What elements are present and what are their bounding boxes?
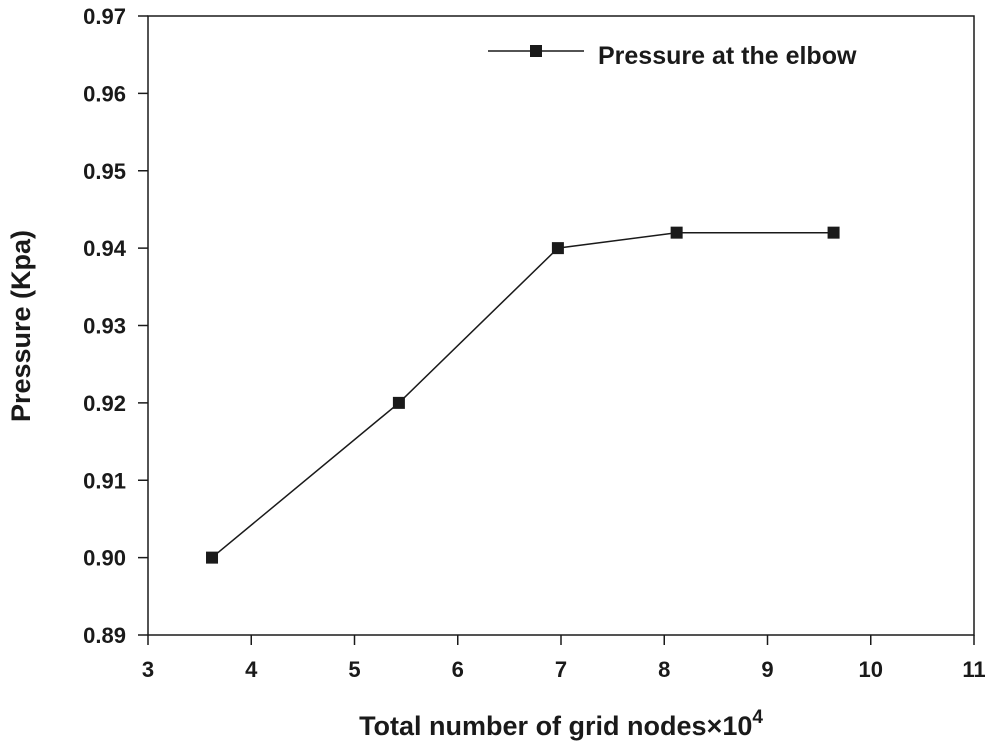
x-tick-label: 3 bbox=[142, 657, 154, 682]
x-axis-title: Total number of grid nodes×104 bbox=[359, 707, 763, 741]
x-axis-ticks: 3 4 5 6 7 8 9 10 11 bbox=[142, 635, 986, 682]
x-tick-label: 8 bbox=[658, 657, 670, 682]
x-tick-label: 7 bbox=[555, 657, 567, 682]
y-axis-title: Pressure (Kpa) bbox=[6, 230, 36, 422]
x-tick-label: 11 bbox=[962, 657, 985, 682]
y-tick-label: 0.92 bbox=[83, 391, 126, 416]
y-tick-label: 0.89 bbox=[83, 623, 126, 648]
y-axis-ticks: 0.89 0.90 0.91 0.92 0.93 0.94 0.95 0.96 0.97 bbox=[83, 4, 148, 648]
series-line bbox=[211, 231, 834, 559]
series-layer bbox=[206, 226, 840, 564]
x-tick-label: 6 bbox=[452, 657, 464, 682]
y-tick-label: 0.94 bbox=[83, 236, 127, 261]
legend: Pressure at the elbow bbox=[488, 42, 857, 70]
y-tick-label: 0.97 bbox=[83, 4, 126, 29]
x-axis-title-text: Total number of grid nodes×10 bbox=[359, 711, 752, 741]
y-tick-label: 0.91 bbox=[83, 468, 126, 493]
data-point bbox=[827, 226, 840, 239]
x-tick-label: 4 bbox=[245, 657, 258, 682]
plot-frame bbox=[147, 15, 975, 636]
x-tick-label: 9 bbox=[761, 657, 773, 682]
y-tick-label: 0.93 bbox=[83, 314, 126, 339]
y-tick-label: 0.90 bbox=[83, 546, 126, 571]
data-point bbox=[670, 226, 683, 239]
legend-marker bbox=[530, 45, 542, 57]
y-tick-label: 0.95 bbox=[83, 159, 126, 184]
x-tick-label: 10 bbox=[859, 657, 883, 682]
x-tick-label: 5 bbox=[348, 657, 360, 682]
x-axis-title-exponent: 4 bbox=[752, 707, 763, 728]
legend-label: Pressure at the elbow bbox=[598, 42, 857, 70]
data-point bbox=[551, 242, 564, 255]
y-tick-label: 0.96 bbox=[83, 81, 126, 106]
data-point bbox=[206, 551, 219, 564]
data-point bbox=[392, 396, 405, 409]
